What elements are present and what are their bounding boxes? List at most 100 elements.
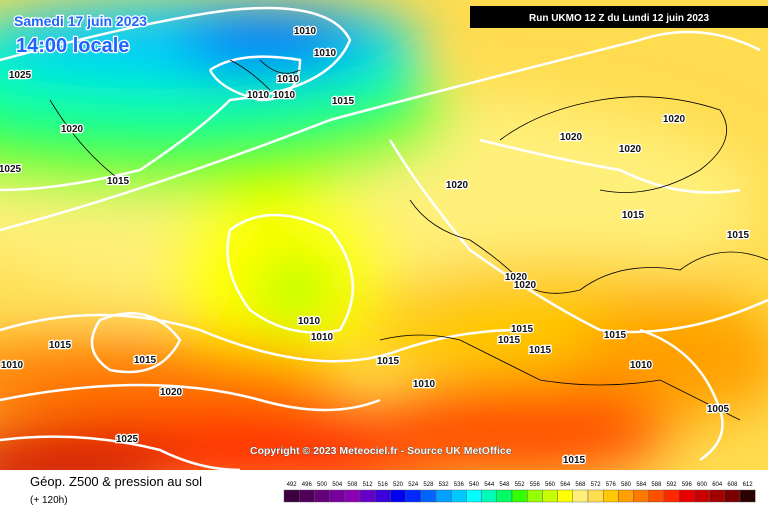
- level-label: 500: [317, 482, 328, 488]
- level-swatch: [314, 489, 330, 503]
- level-swatch: [375, 489, 391, 503]
- level-label: 564: [560, 482, 571, 488]
- isobar-label: 1015: [377, 356, 400, 367]
- isobar-label: 1010: [247, 90, 270, 101]
- isobar-label: 1015: [563, 455, 586, 466]
- level-label: 604: [712, 482, 723, 488]
- level-swatch: [283, 489, 300, 503]
- level-label: 540: [469, 482, 480, 488]
- isobar-lines: [0, 6, 768, 470]
- isobar-label: 1010: [311, 332, 334, 343]
- isobar-label: 1025: [0, 164, 22, 175]
- level-swatch: [648, 489, 665, 503]
- isobar-label: 1020: [505, 272, 528, 283]
- field: [0, 0, 768, 470]
- level-label: 580: [621, 482, 632, 488]
- isobar-label: 1015: [727, 230, 750, 241]
- isobar-label: 1020: [560, 132, 583, 143]
- level-swatch: [542, 489, 558, 503]
- isobar-label: 1025: [116, 434, 139, 445]
- level-label: 568: [575, 482, 586, 488]
- level-swatch: [511, 489, 528, 503]
- time: 14:00 locale: [16, 35, 129, 57]
- copyright: Copyright © 2023 Meteociel.fr - Source U…: [250, 445, 512, 457]
- level-label: 536: [454, 482, 465, 488]
- level-swatch: [481, 489, 498, 503]
- level-swatch: [329, 489, 346, 503]
- level-swatch: [587, 489, 604, 503]
- level-label: 524: [408, 482, 419, 488]
- level-swatch: [405, 489, 422, 503]
- level-label: 596: [682, 482, 693, 488]
- coastlines: [49, 59, 768, 421]
- isobar-label: 1005: [707, 404, 730, 415]
- level-label: 548: [499, 482, 510, 488]
- level-swatch: [557, 489, 573, 503]
- footer-lead: (+ 120h): [30, 495, 68, 506]
- level-label: 516: [378, 482, 389, 488]
- level-swatch: [603, 489, 619, 503]
- isobar-label: 1015: [498, 335, 521, 346]
- isobar-label: 1015: [49, 340, 72, 351]
- isobar-label: 1015: [134, 355, 157, 366]
- level-swatch: [451, 489, 467, 503]
- isobar-label: 1010: [273, 90, 296, 101]
- level-label: 512: [363, 482, 374, 488]
- level-label: 588: [651, 482, 662, 488]
- level-label: 584: [636, 482, 647, 488]
- isobar-label: 1015: [107, 176, 130, 187]
- level-label: 496: [302, 482, 313, 488]
- isobar-label: 1020: [160, 387, 183, 398]
- isobar-label: 1020: [514, 280, 537, 291]
- level-label: 576: [606, 482, 617, 488]
- level-swatch: [435, 489, 452, 503]
- level-swatch: [496, 489, 513, 503]
- level-swatch: [618, 489, 634, 503]
- isobar-label: 1020: [619, 144, 642, 155]
- level-label: 492: [287, 482, 298, 488]
- isobar-label: 1010: [314, 48, 337, 59]
- isobar-label: 1010: [298, 316, 321, 327]
- level-swatch: [679, 489, 695, 503]
- level-label: 532: [439, 482, 450, 488]
- level-label: 552: [515, 482, 526, 488]
- isobar-label: 1020: [446, 180, 469, 191]
- run: Run UKMO 12 Z du Lundi 12 juin 2023: [529, 13, 709, 24]
- isobar-label: 1025: [9, 70, 32, 81]
- level-swatch: [709, 489, 725, 503]
- level-label: 592: [667, 482, 678, 488]
- level-label: 608: [727, 482, 738, 488]
- isobar-label: 1015: [622, 210, 645, 221]
- isobar-label: 1010: [1, 360, 24, 371]
- level-swatch: [663, 489, 680, 503]
- level-swatch: [299, 489, 315, 503]
- isobar-label: 1020: [663, 114, 686, 125]
- level-swatch: [420, 489, 437, 503]
- level-swatch: [739, 489, 756, 503]
- isobar-label: 1010: [413, 379, 436, 390]
- isobar-label: 1010: [630, 360, 653, 371]
- colorbar: 492 496 500 504 508 512 516 520 524 528 532 536 540 5…: [283, 482, 756, 503]
- isobar-label: 1010: [294, 26, 317, 37]
- level-swatch: [694, 489, 710, 503]
- level-label: 544: [484, 482, 495, 488]
- level-label: 504: [332, 482, 343, 488]
- date: Samedi 17 juin 2023: [14, 13, 147, 29]
- isobar-label: 1015: [604, 330, 627, 341]
- level-label: 600: [697, 482, 708, 488]
- level-label: 528: [423, 482, 434, 488]
- footer-title: Géop. Z500 & pression au sol: [30, 474, 202, 489]
- level-swatch: [466, 489, 482, 503]
- level-label: 556: [530, 482, 541, 488]
- level-label: 508: [347, 482, 358, 488]
- isobar-label: 1015: [529, 345, 552, 356]
- level-label: 572: [591, 482, 602, 488]
- level-swatch: [359, 489, 376, 503]
- level-label: 560: [545, 482, 556, 488]
- run-box: [470, 6, 768, 28]
- level-label: 612: [743, 482, 754, 488]
- level-label: 520: [393, 482, 404, 488]
- level-swatch: [633, 489, 649, 503]
